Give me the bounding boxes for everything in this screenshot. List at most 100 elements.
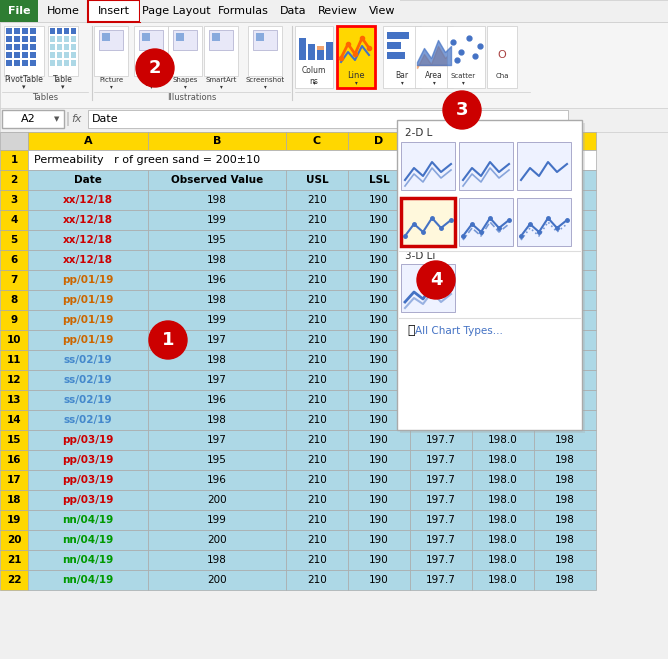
Bar (410, 290, 472, 310)
Text: ss/02/19: ss/02/19 (63, 355, 112, 365)
Text: 210: 210 (307, 355, 327, 365)
Text: D: D (374, 136, 383, 146)
Bar (286, 230, 348, 250)
Bar (534, 470, 596, 490)
Text: 17: 17 (7, 475, 21, 485)
Bar (401, 142, 455, 190)
Bar (534, 170, 596, 190)
Text: 210: 210 (307, 455, 327, 465)
Bar (472, 250, 534, 270)
Text: pp/03/19: pp/03/19 (62, 495, 114, 505)
Text: 9: 9 (11, 315, 17, 325)
Text: All Chart Types...: All Chart Types... (415, 326, 503, 336)
Text: 190: 190 (369, 375, 389, 385)
Text: pp/01/19: pp/01/19 (62, 315, 114, 325)
Bar (28, 270, 148, 290)
Bar (148, 450, 286, 470)
Bar (348, 270, 410, 290)
Bar (387, 32, 409, 39)
Bar (148, 250, 286, 270)
Bar (71, 52, 76, 58)
Text: 210: 210 (307, 235, 327, 245)
Bar (487, 26, 517, 88)
Bar (286, 510, 348, 530)
Text: 198.0: 198.0 (488, 335, 518, 345)
Bar (348, 330, 410, 350)
Bar (410, 570, 472, 590)
Text: 198: 198 (555, 415, 575, 425)
Bar (0, 190, 28, 210)
Text: Home: Home (47, 6, 79, 16)
Bar (28, 210, 148, 230)
Text: 198: 198 (555, 315, 575, 325)
Text: 196: 196 (207, 475, 227, 485)
Bar (0, 470, 28, 490)
Text: Date: Date (92, 114, 119, 124)
Bar (472, 470, 534, 490)
Bar (148, 290, 286, 310)
Bar (28, 190, 148, 210)
Text: Table: Table (53, 76, 73, 84)
Bar (286, 330, 348, 350)
Bar (148, 210, 286, 230)
Bar (348, 230, 410, 250)
Bar (472, 190, 534, 210)
Bar (30, 44, 36, 50)
Bar (308, 56, 315, 60)
Bar (102, 33, 110, 41)
Bar (28, 330, 148, 350)
Bar (410, 530, 472, 550)
Bar (348, 530, 410, 550)
Bar (348, 370, 410, 390)
Bar (28, 410, 148, 430)
Bar (30, 60, 36, 66)
Text: 198: 198 (207, 195, 227, 205)
Bar (534, 230, 596, 250)
Text: 16: 16 (7, 455, 21, 465)
Bar (364, 0, 400, 22)
Text: 210: 210 (307, 475, 327, 485)
Bar (28, 132, 148, 150)
Bar (286, 390, 348, 410)
Bar (50, 52, 55, 58)
Bar (0, 350, 28, 370)
Bar (148, 570, 286, 590)
Text: 11: 11 (7, 355, 21, 365)
Bar (64, 28, 69, 34)
Text: nn/04/19: nn/04/19 (62, 535, 114, 545)
Text: 197: 197 (207, 375, 227, 385)
Text: Area: Area (425, 71, 443, 80)
Text: ▾: ▾ (61, 84, 65, 90)
Bar (410, 490, 472, 510)
Text: A2: A2 (21, 114, 35, 124)
Text: 14: 14 (7, 415, 21, 425)
Bar (401, 198, 455, 246)
Text: 197.7: 197.7 (426, 375, 456, 385)
Text: 197.7: 197.7 (426, 555, 456, 565)
Text: 190: 190 (369, 435, 389, 445)
Bar (534, 430, 596, 450)
Bar (67, 112, 69, 126)
Bar (410, 270, 472, 290)
Text: 200: 200 (207, 535, 227, 545)
Bar (387, 42, 401, 49)
Text: Date: Date (74, 175, 102, 185)
Bar (472, 350, 534, 370)
Bar (6, 52, 12, 58)
Bar (472, 570, 534, 590)
Bar (209, 30, 233, 50)
Text: 198: 198 (555, 395, 575, 405)
Bar (28, 250, 148, 270)
Bar (2, 110, 64, 128)
Bar (286, 450, 348, 470)
Text: 198: 198 (555, 475, 575, 485)
Bar (534, 270, 596, 290)
Text: 2-D L: 2-D L (405, 128, 432, 138)
Bar (387, 52, 405, 59)
Text: 199: 199 (207, 215, 227, 225)
Text: 190: 190 (369, 215, 389, 225)
Bar (0, 132, 28, 150)
Bar (472, 410, 534, 430)
Bar (28, 170, 148, 190)
Text: 198: 198 (207, 555, 227, 565)
